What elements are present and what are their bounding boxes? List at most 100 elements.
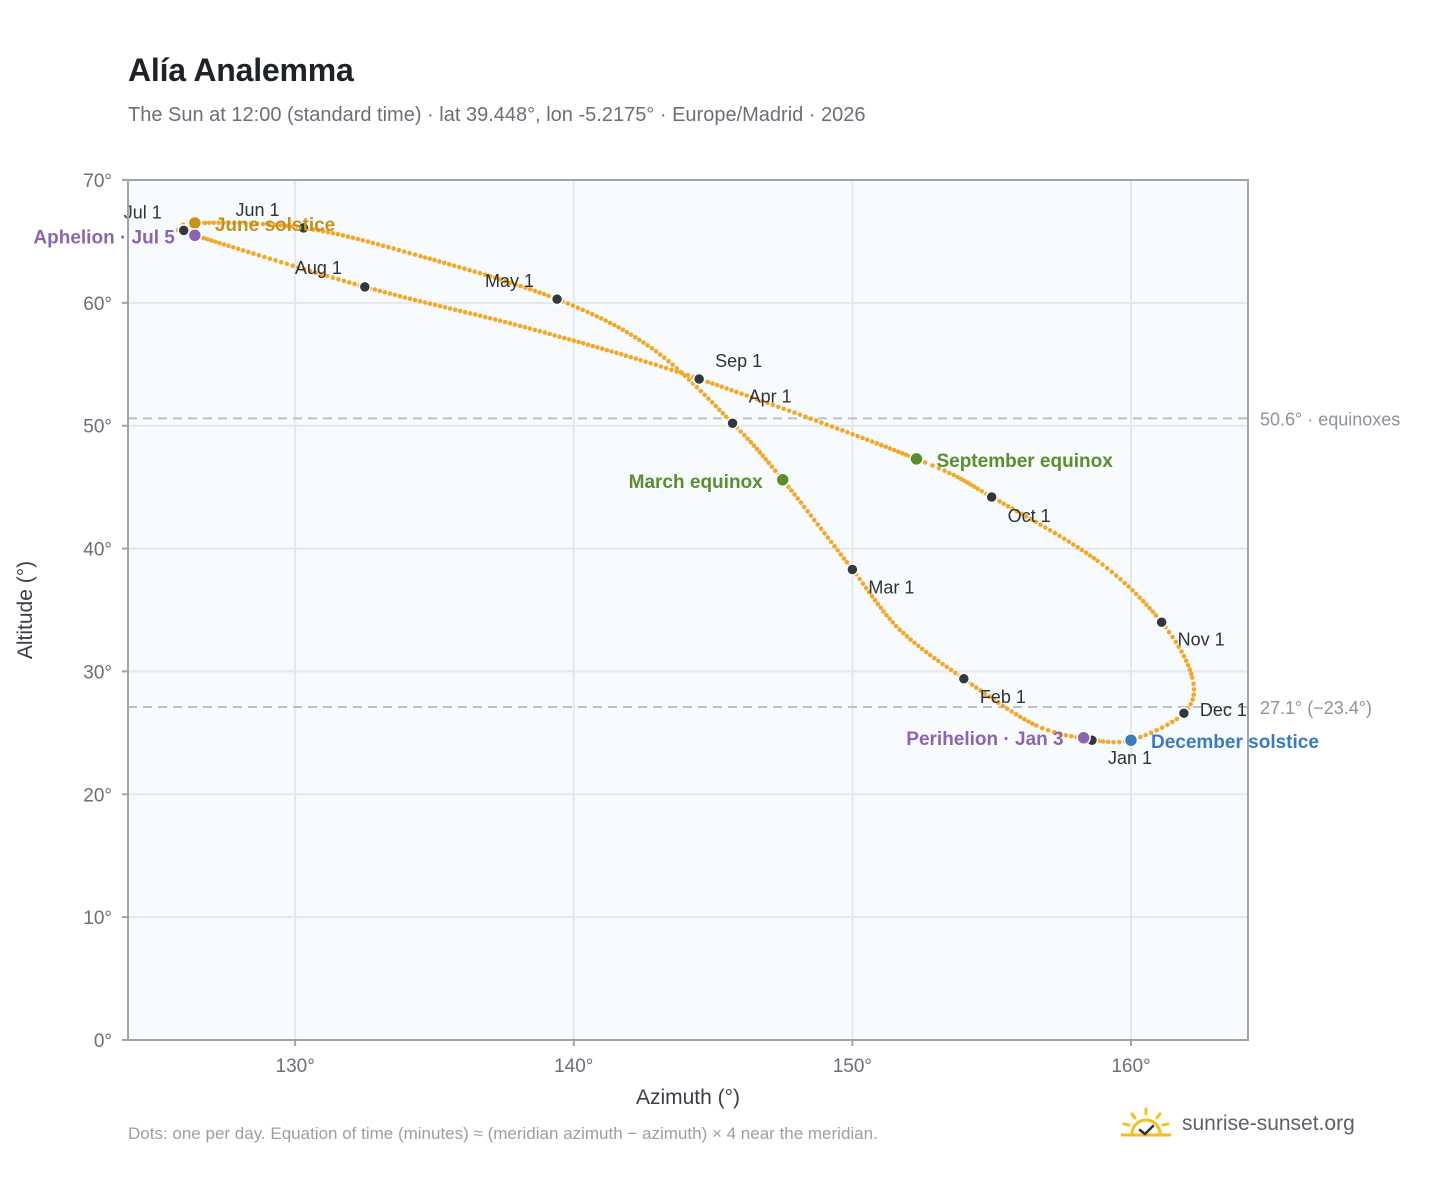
day-dot <box>953 670 958 676</box>
day-dot <box>347 280 352 285</box>
month-dot <box>550 292 564 306</box>
day-dot <box>795 496 800 501</box>
day-dot <box>237 220 242 226</box>
day-dot <box>855 433 860 439</box>
day-dot <box>729 387 734 393</box>
day-dot <box>638 357 643 363</box>
day-dot <box>874 441 879 446</box>
brand-link[interactable]: sunrise-sunset.org <box>1120 1104 1355 1144</box>
event-markers: March equinox September equinox June solst… <box>33 215 1318 753</box>
day-dot <box>467 267 472 273</box>
day-dot <box>296 265 301 270</box>
day-dot <box>719 384 724 390</box>
day-dot <box>1100 562 1105 567</box>
day-dot <box>872 597 878 603</box>
day-dot <box>841 556 847 561</box>
month-dot <box>358 280 372 294</box>
day-dot <box>407 296 413 302</box>
day-dot <box>537 329 543 334</box>
day-dot <box>290 224 295 229</box>
day-dot <box>982 691 988 696</box>
day-dot <box>221 220 226 226</box>
month-dot <box>846 563 859 576</box>
day-dot <box>863 585 869 591</box>
day-dot <box>1140 598 1146 604</box>
day-dot <box>614 350 619 356</box>
day-dot <box>1061 536 1067 542</box>
day-dot <box>1113 573 1119 578</box>
day-dot <box>824 422 829 427</box>
day-dot <box>1165 722 1170 728</box>
day-dot <box>211 220 217 226</box>
day-dot <box>648 360 653 366</box>
day-dot <box>878 605 883 611</box>
day-dot <box>205 237 210 242</box>
month-label: Mar 1 <box>868 577 914 597</box>
event-dot <box>1123 732 1139 748</box>
day-dot <box>350 235 356 241</box>
day-dot <box>1087 553 1093 558</box>
day-dot <box>1052 530 1058 536</box>
day-dot <box>352 281 357 287</box>
day-dot <box>1039 725 1045 731</box>
day-dot <box>922 460 928 465</box>
day-dot <box>1001 501 1006 507</box>
day-dot <box>942 468 947 474</box>
day-dot <box>386 244 391 250</box>
month-label: Jun 1 <box>236 200 280 220</box>
day-dot <box>272 222 278 228</box>
day-dot <box>662 355 667 361</box>
month-label: Aug 1 <box>295 258 342 278</box>
day-dot <box>235 246 241 252</box>
month-label: Jul 1 <box>124 202 162 222</box>
day-dot <box>845 430 850 435</box>
day-dot <box>786 408 792 414</box>
day-dot <box>1043 525 1048 530</box>
day-dot <box>585 342 591 348</box>
day-dot <box>828 539 834 545</box>
day-dot <box>542 330 548 335</box>
day-dot <box>437 303 443 309</box>
day-dot <box>686 377 692 382</box>
day-dot <box>657 352 663 357</box>
event-label: Perihelion · Jan 3 <box>906 729 1063 750</box>
day-dot <box>537 290 542 295</box>
day-dot <box>1013 711 1019 717</box>
day-dot <box>1170 719 1175 725</box>
day-dot <box>262 254 267 260</box>
day-dot <box>838 552 844 557</box>
day-dot <box>397 293 403 299</box>
day-dot <box>936 465 942 471</box>
day-dot <box>669 367 674 373</box>
event-label: Aphelion · Jul 5 <box>33 227 175 248</box>
day-dot <box>658 364 664 369</box>
y-tick-label: 60° <box>83 294 112 315</box>
day-dot <box>313 270 319 275</box>
day-dot <box>808 416 813 422</box>
day-dot <box>432 302 438 308</box>
day-dot <box>765 400 770 406</box>
day-dot <box>936 658 941 664</box>
day-dot <box>887 616 892 622</box>
day-dot <box>226 220 232 226</box>
day-dot <box>723 414 729 420</box>
reference-lines: 50.6° · equinoxes 27.1° (−23.4°) <box>128 409 1400 718</box>
day-dot <box>805 508 810 514</box>
day-dot <box>618 352 624 357</box>
day-dot <box>231 220 237 226</box>
day-dot <box>427 301 433 307</box>
day-dot <box>792 410 797 416</box>
day-dot <box>307 268 313 274</box>
day-dot <box>875 601 881 607</box>
day-dot <box>844 560 850 565</box>
day-dot <box>890 620 896 625</box>
day-dot <box>249 221 254 226</box>
y-tick-label: 40° <box>83 540 112 561</box>
day-dot <box>1057 731 1063 737</box>
day-dot <box>860 435 865 441</box>
day-dot <box>209 238 214 243</box>
day-dot <box>1047 528 1053 533</box>
event-label: December solstice <box>1151 732 1319 753</box>
day-dot <box>251 251 256 256</box>
day-dot <box>912 640 917 646</box>
